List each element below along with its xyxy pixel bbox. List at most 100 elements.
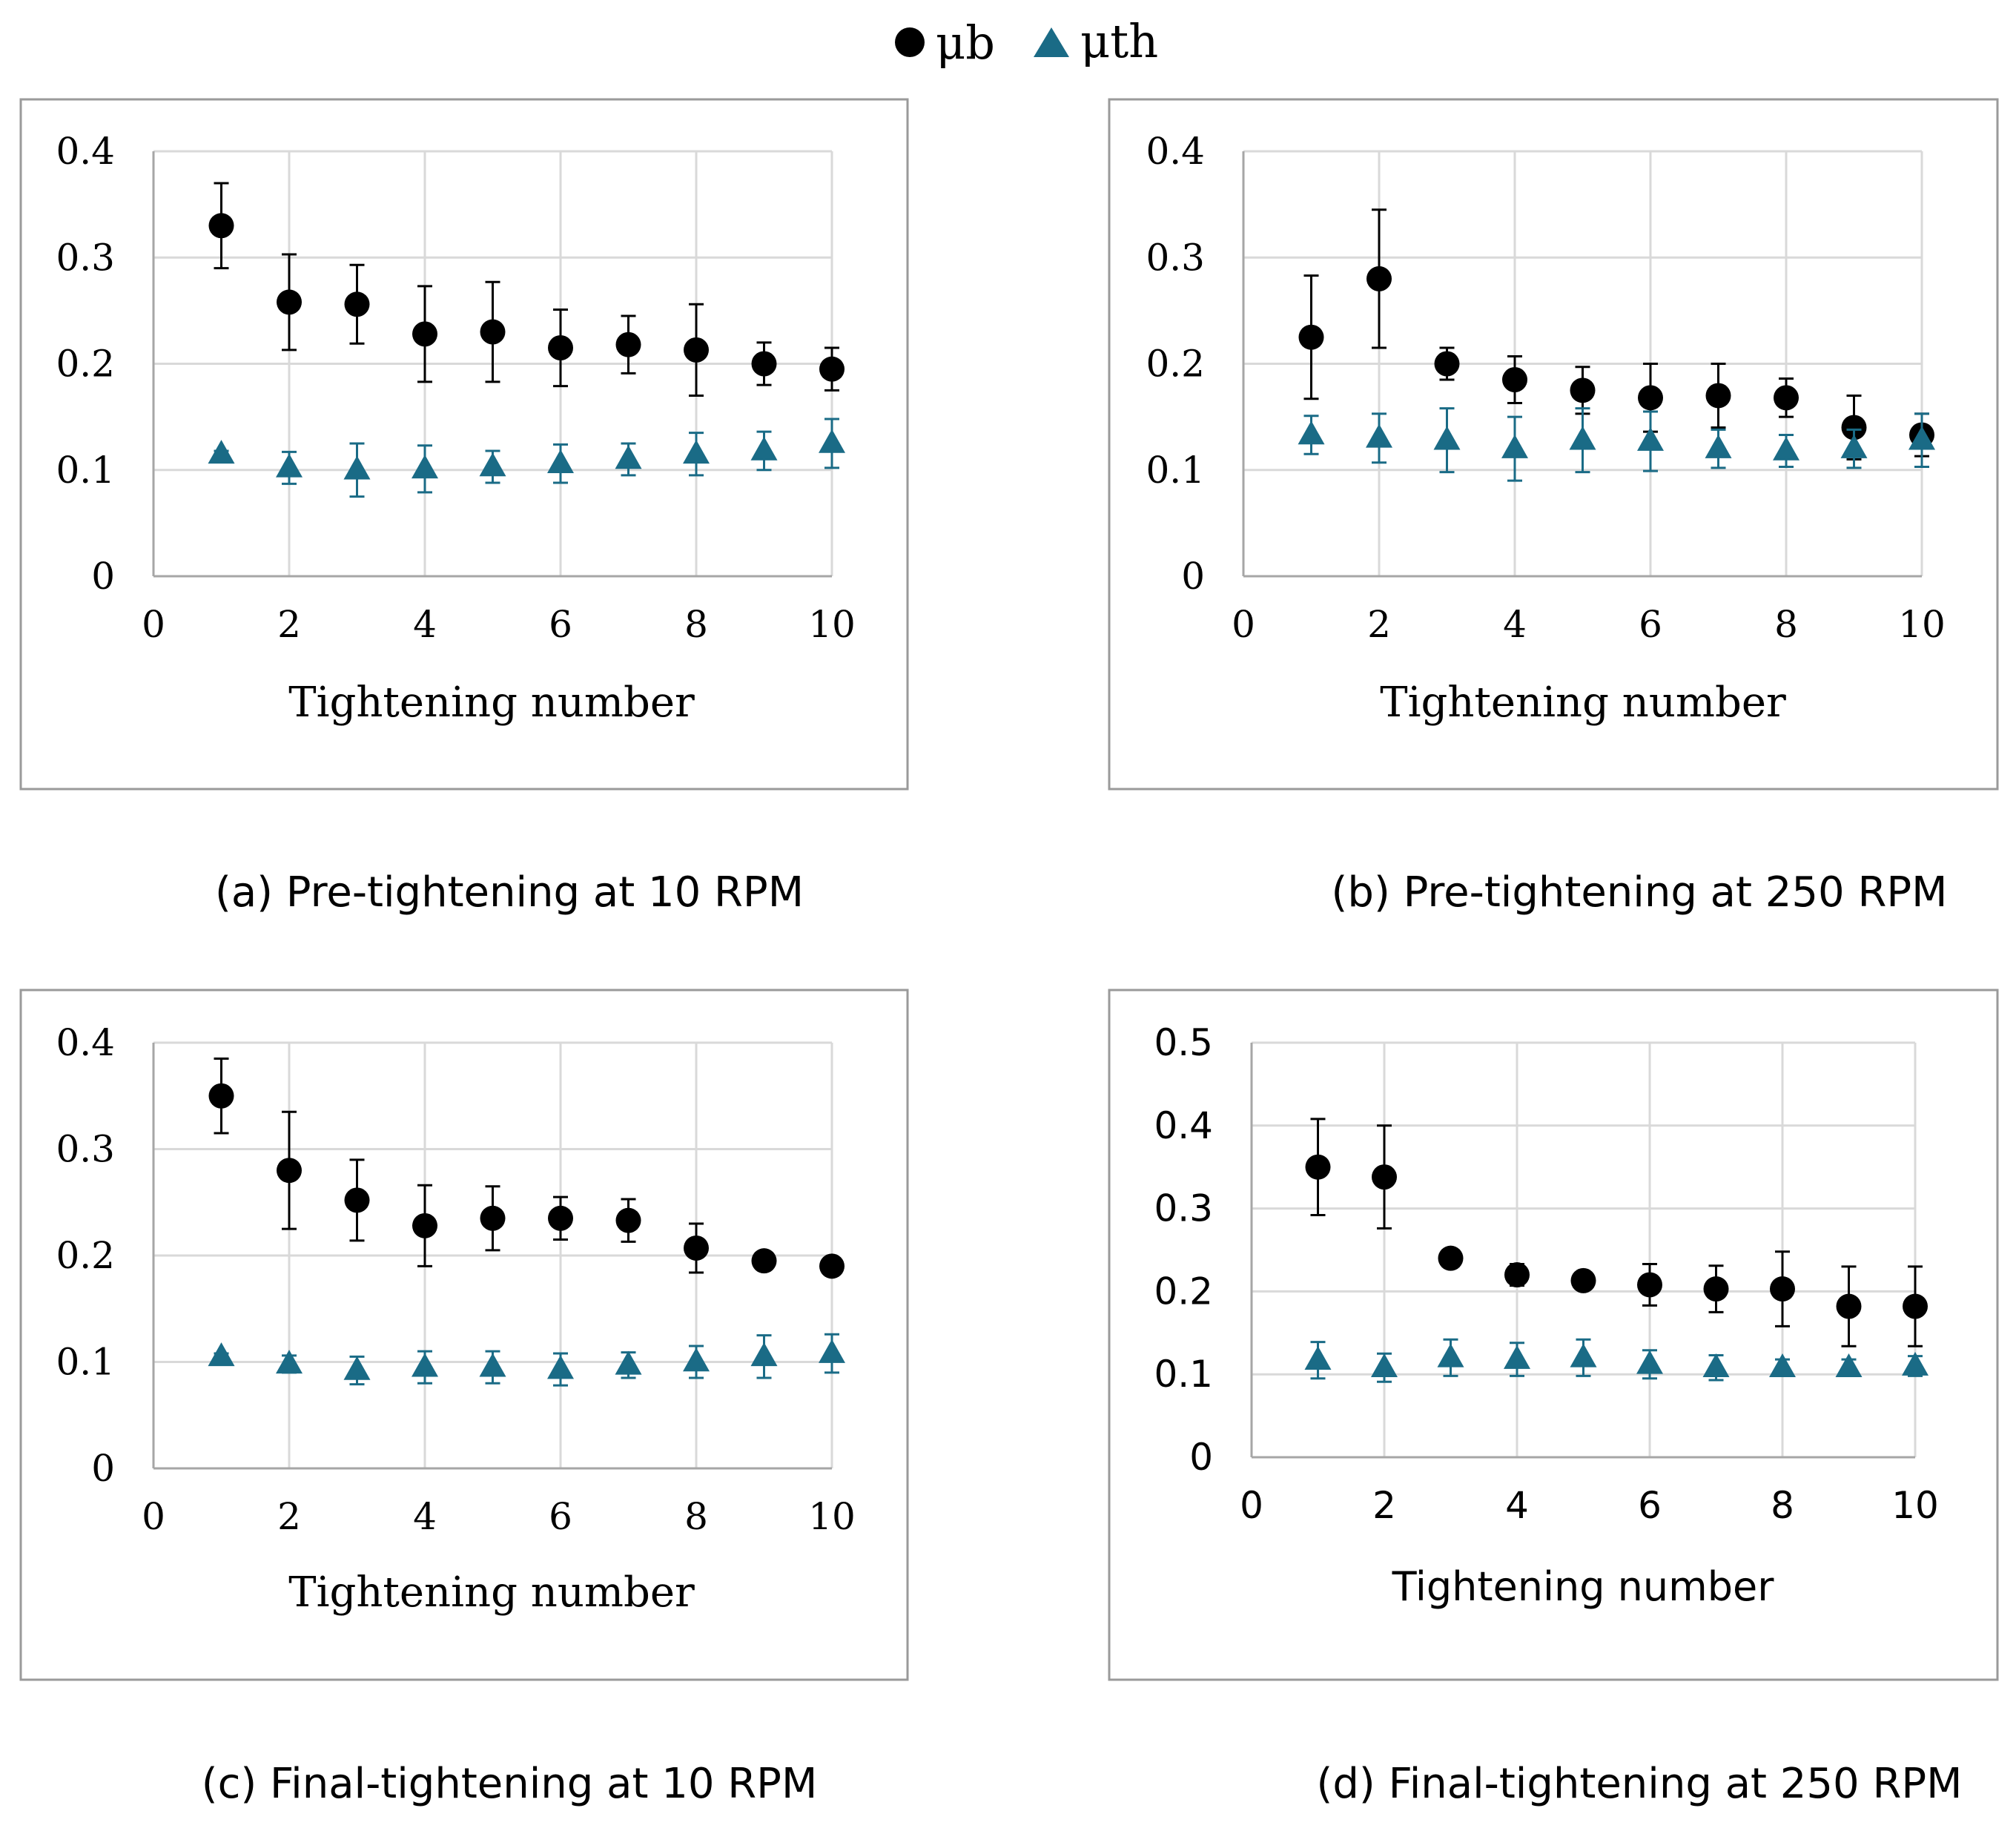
x-axis-title: Tightening number xyxy=(1380,679,1786,727)
point-mu-b xyxy=(548,335,573,361)
gridlines xyxy=(1252,1041,1917,1457)
caption-d: (d) Final-tightening at 250 RPM xyxy=(1317,1760,1963,1808)
point-mu-th xyxy=(683,440,710,464)
point-mu-th xyxy=(1504,1345,1530,1369)
y-tick-label: 0.3 xyxy=(1146,236,1205,279)
axes xyxy=(1250,1043,1915,1459)
point-mu-b xyxy=(412,321,437,347)
point-mu-b xyxy=(277,1158,302,1184)
x-tick-label: 6 xyxy=(1638,1484,1662,1527)
x-axis-title: Tightening number xyxy=(288,679,695,727)
x-tick-label: 10 xyxy=(808,603,856,646)
point-mu-b xyxy=(1298,324,1324,350)
point-mu-th xyxy=(208,440,235,464)
data-marks xyxy=(1304,1118,1929,1383)
x-tick-labels: 0 2 4 6 8 10 xyxy=(142,1495,856,1538)
x-tick-label: 8 xyxy=(684,603,708,646)
x-tick-label: 0 xyxy=(1232,603,1255,646)
x-tick-label: 0 xyxy=(142,603,165,646)
y-tick-label: 0 xyxy=(1181,555,1205,598)
point-mu-th xyxy=(1298,420,1325,445)
chart-panel-a: 0 0.1 0.2 0.3 0.4 0 2 4 6 8 10 Tightening number xyxy=(19,98,909,791)
point-mu-b xyxy=(480,319,506,345)
point-mu-th xyxy=(547,1355,574,1379)
axes xyxy=(1242,151,1922,578)
x-tick-label: 2 xyxy=(1372,1484,1396,1527)
x-tick-label: 10 xyxy=(1898,603,1946,646)
point-mu-b xyxy=(208,213,234,239)
series-mu-b xyxy=(1298,208,1934,461)
series-mu-th xyxy=(1304,1338,1929,1383)
series-mu-b xyxy=(208,1058,845,1279)
point-mu-b xyxy=(751,1248,777,1274)
y-tick-label: 0.4 xyxy=(1154,1104,1213,1147)
point-mu-b xyxy=(1774,385,1799,411)
legend: μb μth xyxy=(895,14,1158,70)
point-mu-b xyxy=(684,337,709,363)
point-mu-th xyxy=(1908,426,1935,450)
y-tick-label: 0.1 xyxy=(56,449,115,492)
point-mu-b xyxy=(277,289,302,315)
x-tick-label: 10 xyxy=(808,1495,856,1538)
point-mu-th xyxy=(1637,426,1664,451)
point-mu-b xyxy=(548,1205,573,1231)
point-mu-b xyxy=(1638,385,1663,411)
point-mu-b xyxy=(751,351,777,377)
point-mu-th xyxy=(479,452,506,477)
point-mu-th xyxy=(1769,1353,1796,1378)
point-mu-th xyxy=(1371,1353,1398,1378)
y-tick-label: 0.1 xyxy=(1146,449,1205,492)
point-mu-b xyxy=(208,1083,234,1109)
x-tick-labels: 0 2 4 6 8 10 xyxy=(1240,1484,1939,1527)
legend-mu-b-marker xyxy=(895,27,925,57)
x-tick-label: 2 xyxy=(277,603,301,646)
series-mu-th xyxy=(208,418,845,498)
data-marks xyxy=(208,1058,845,1387)
y-tick-label: 0.1 xyxy=(56,1341,115,1384)
chart-frame xyxy=(19,98,909,791)
point-mu-b xyxy=(1502,366,1527,392)
point-mu-th xyxy=(1304,1345,1332,1370)
point-mu-b xyxy=(1836,1293,1862,1319)
point-mu-th xyxy=(412,1353,438,1377)
x-tick-label: 2 xyxy=(277,1495,301,1538)
point-mu-th xyxy=(750,1342,778,1367)
point-mu-b xyxy=(615,331,641,357)
point-mu-th xyxy=(1366,423,1392,448)
y-tick-label: 0.2 xyxy=(1154,1270,1213,1313)
point-mu-th xyxy=(750,436,778,461)
point-mu-b xyxy=(1770,1276,1795,1302)
point-mu-th xyxy=(1433,426,1461,450)
y-tick-labels: 0 0.1 0.2 0.3 0.4 xyxy=(56,1021,115,1490)
x-tick-label: 2 xyxy=(1367,603,1391,646)
point-mu-b xyxy=(344,291,370,317)
point-mu-b xyxy=(615,1207,641,1233)
point-mu-th xyxy=(1570,1343,1597,1368)
point-mu-th xyxy=(615,1350,642,1375)
point-mu-b xyxy=(1841,415,1867,441)
y-tick-label: 0.3 xyxy=(56,1128,115,1171)
point-mu-th xyxy=(547,449,574,473)
y-tick-label: 0.4 xyxy=(56,1021,115,1064)
x-tick-label: 4 xyxy=(1505,1484,1529,1527)
caption-a: (a) Pre-tightening at 10 RPM xyxy=(215,868,804,917)
series-mu-b xyxy=(1305,1118,1928,1347)
point-mu-b xyxy=(1372,1164,1397,1190)
legend-mu-th-label: μth xyxy=(1080,14,1158,68)
x-tick-label: 4 xyxy=(413,603,437,646)
y-tick-label: 0.5 xyxy=(1154,1021,1213,1064)
series-mu-b xyxy=(208,182,845,397)
x-tick-label: 8 xyxy=(1771,1484,1794,1527)
point-mu-th xyxy=(683,1347,710,1372)
y-tick-label: 0.3 xyxy=(1154,1187,1213,1230)
x-tick-label: 8 xyxy=(684,1495,708,1538)
y-tick-label: 0.2 xyxy=(56,1234,115,1277)
point-mu-b xyxy=(1305,1154,1331,1180)
point-mu-b xyxy=(1703,1276,1729,1302)
x-axis-title: Tightening number xyxy=(288,1568,695,1617)
legend-mu-b-label: μb xyxy=(936,16,995,70)
x-tick-label: 10 xyxy=(1891,1484,1939,1527)
point-mu-th xyxy=(343,1356,371,1380)
point-mu-b xyxy=(344,1187,370,1213)
